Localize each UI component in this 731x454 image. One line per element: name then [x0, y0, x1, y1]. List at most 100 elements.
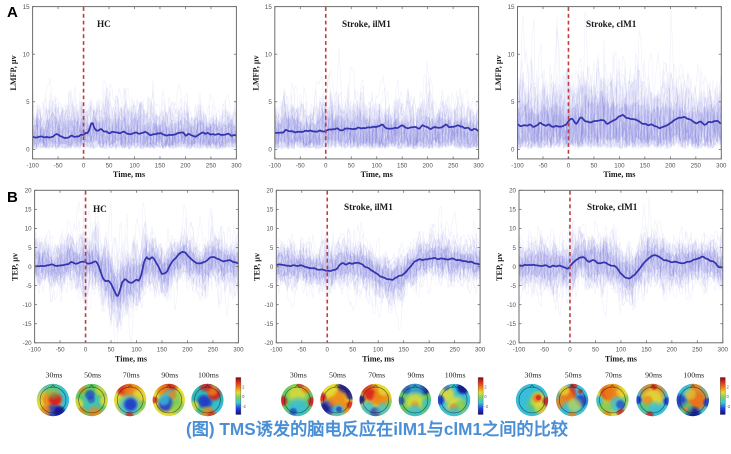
- svg-text:Time, ms: Time, ms: [603, 170, 635, 179]
- svg-text:-50: -50: [297, 347, 307, 354]
- svg-text:Stroke, ilM1: Stroke, ilM1: [342, 19, 391, 29]
- svg-text:-5: -5: [268, 283, 274, 290]
- svg-text:0: 0: [28, 264, 32, 271]
- svg-text:0: 0: [511, 147, 515, 154]
- svg-text:30ms: 30ms: [290, 371, 307, 380]
- svg-text:250: 250: [448, 163, 459, 170]
- svg-text:300: 300: [716, 163, 727, 170]
- svg-text:5: 5: [513, 245, 517, 252]
- svg-text:10: 10: [509, 226, 516, 233]
- svg-text:-5: -5: [26, 283, 32, 290]
- svg-text:100: 100: [614, 163, 625, 170]
- svg-text:(图) TMS诱发的脑电反应在ilM1与clM1之间的比较: (图) TMS诱发的脑电反应在ilM1与clM1之间的比较: [186, 419, 569, 439]
- svg-text:70ms: 70ms: [123, 371, 140, 380]
- svg-text:250: 250: [208, 347, 219, 354]
- svg-text:250: 250: [691, 163, 702, 170]
- svg-text:100: 100: [131, 347, 142, 354]
- svg-text:250: 250: [692, 347, 703, 354]
- svg-text:20: 20: [266, 188, 273, 195]
- svg-text:-15: -15: [507, 321, 517, 328]
- svg-text:10: 10: [266, 226, 273, 233]
- svg-text:-15: -15: [23, 321, 33, 328]
- svg-text:LMFP, μv: LMFP, μv: [251, 54, 260, 90]
- svg-text:0: 0: [270, 264, 274, 271]
- svg-text:150: 150: [397, 163, 408, 170]
- svg-text:-2: -2: [242, 404, 246, 409]
- svg-text:150: 150: [157, 347, 168, 354]
- svg-text:90ms: 90ms: [645, 371, 662, 380]
- svg-text:0: 0: [268, 147, 272, 154]
- svg-text:A: A: [7, 4, 18, 21]
- svg-text:300: 300: [718, 347, 729, 354]
- svg-text:-15: -15: [264, 321, 274, 328]
- svg-text:15: 15: [265, 4, 272, 11]
- svg-text:70ms: 70ms: [605, 371, 622, 380]
- svg-text:Time, ms: Time, ms: [361, 170, 393, 179]
- svg-text:TEP, μv: TEP, μv: [11, 252, 20, 281]
- svg-text:Stroke, clM1: Stroke, clM1: [587, 202, 638, 212]
- svg-text:100: 100: [373, 347, 384, 354]
- svg-text:Stroke, clM1: Stroke, clM1: [586, 19, 637, 29]
- svg-text:5: 5: [28, 245, 32, 252]
- svg-text:250: 250: [206, 163, 217, 170]
- svg-text:TEP, μv: TEP, μv: [252, 252, 261, 281]
- svg-text:5: 5: [270, 245, 274, 252]
- svg-text:-20: -20: [507, 340, 517, 347]
- svg-text:-10: -10: [23, 302, 33, 309]
- svg-text:50: 50: [349, 347, 356, 354]
- svg-text:-100: -100: [511, 163, 524, 170]
- svg-text:300: 300: [475, 347, 486, 354]
- svg-text:-20: -20: [264, 340, 274, 347]
- svg-text:0: 0: [484, 394, 487, 399]
- svg-text:0: 0: [567, 163, 571, 170]
- svg-text:15: 15: [509, 207, 516, 214]
- svg-text:0: 0: [568, 347, 572, 354]
- svg-text:200: 200: [667, 347, 678, 354]
- svg-text:-100: -100: [26, 163, 39, 170]
- svg-text:0: 0: [26, 147, 30, 154]
- svg-text:50ms: 50ms: [84, 371, 101, 380]
- svg-text:-50: -50: [56, 347, 66, 354]
- svg-text:50: 50: [348, 163, 355, 170]
- svg-text:30ms: 30ms: [525, 371, 542, 380]
- svg-text:150: 150: [641, 347, 652, 354]
- svg-text:300: 300: [231, 163, 242, 170]
- svg-text:LMFP, μv: LMFP, μv: [494, 54, 503, 90]
- svg-text:100ms: 100ms: [198, 371, 219, 380]
- svg-text:-100: -100: [513, 347, 526, 354]
- svg-text:150: 150: [399, 347, 410, 354]
- svg-text:15: 15: [508, 4, 515, 11]
- svg-text:-50: -50: [538, 163, 548, 170]
- svg-text:300: 300: [233, 347, 244, 354]
- svg-text:90ms: 90ms: [407, 371, 424, 380]
- svg-text:50ms: 50ms: [565, 371, 582, 380]
- svg-text:10: 10: [25, 226, 32, 233]
- svg-text:-100: -100: [270, 347, 283, 354]
- svg-text:5: 5: [511, 99, 515, 106]
- svg-text:200: 200: [665, 163, 676, 170]
- svg-text:0: 0: [326, 347, 330, 354]
- svg-text:Stroke, ilM1: Stroke, ilM1: [344, 202, 393, 212]
- svg-text:50ms: 50ms: [329, 371, 346, 380]
- svg-text:TEP, μv: TEP, μv: [495, 252, 504, 281]
- svg-text:-5: -5: [510, 283, 516, 290]
- svg-text:50: 50: [106, 163, 113, 170]
- svg-text:-2: -2: [484, 404, 488, 409]
- svg-text:200: 200: [424, 347, 435, 354]
- svg-text:-20: -20: [23, 340, 33, 347]
- svg-text:-10: -10: [264, 302, 274, 309]
- svg-text:HC: HC: [97, 19, 111, 29]
- svg-text:-10: -10: [507, 302, 517, 309]
- svg-text:-50: -50: [296, 163, 306, 170]
- svg-text:5: 5: [268, 99, 272, 106]
- svg-text:300: 300: [473, 163, 484, 170]
- svg-text:0: 0: [82, 163, 86, 170]
- svg-text:100: 100: [616, 347, 627, 354]
- svg-text:5: 5: [26, 99, 30, 106]
- svg-text:100ms: 100ms: [683, 371, 704, 380]
- svg-text:200: 200: [182, 347, 193, 354]
- svg-text:100ms: 100ms: [445, 371, 466, 380]
- svg-text:100: 100: [129, 163, 140, 170]
- svg-text:15: 15: [266, 207, 273, 214]
- svg-text:Time, ms: Time, ms: [113, 170, 145, 179]
